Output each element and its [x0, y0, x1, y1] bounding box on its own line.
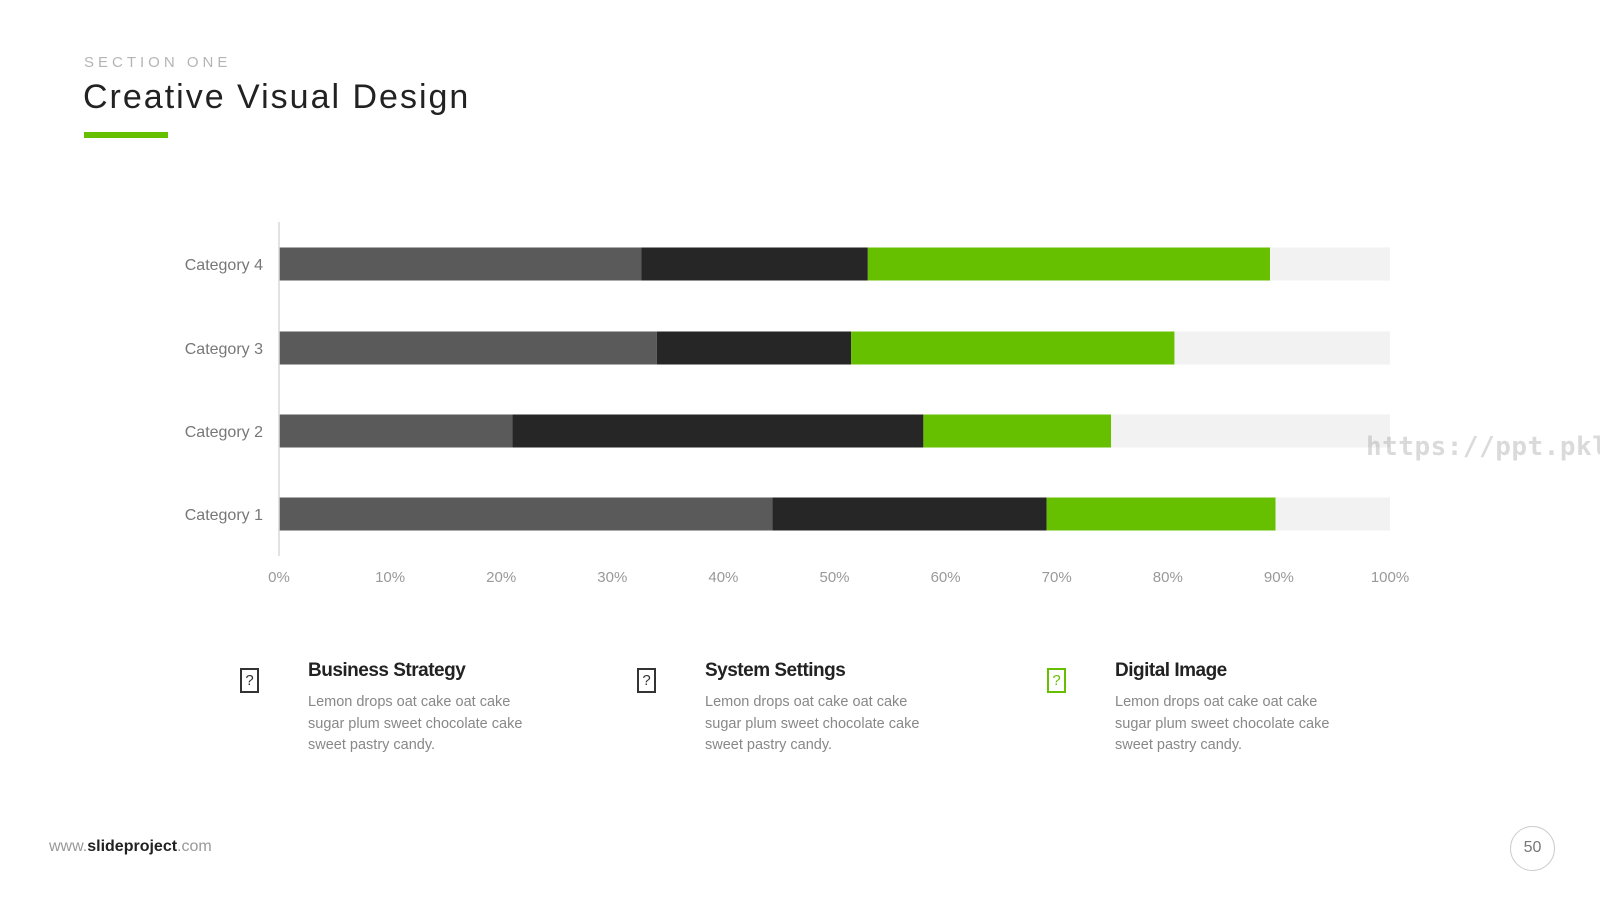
- question-doc-icon: ?: [240, 668, 259, 693]
- x-tick-label: 30%: [597, 569, 627, 586]
- bar-segment-4-4: [1270, 247, 1390, 281]
- footer-prefix: www.: [49, 838, 88, 855]
- category-labels: Category 1 Category 2 Category 3 Category 4: [185, 257, 263, 524]
- bar-segment-3-4: [1174, 331, 1390, 365]
- x-tick-label: 100%: [1371, 569, 1409, 586]
- feature-title: Digital Image: [1115, 660, 1227, 681]
- bar-segment-1-2: [772, 497, 1047, 531]
- bar-segment-2-4: [1111, 414, 1390, 448]
- x-tick-label: 90%: [1264, 569, 1294, 586]
- x-tick-label: 60%: [931, 569, 961, 586]
- category-label: Category 4: [185, 257, 263, 274]
- question-doc-icon: ?: [1047, 668, 1066, 693]
- category-label: Category 3: [185, 341, 263, 358]
- bar-segment-1-3: [1046, 497, 1276, 531]
- question-doc-icon: ?: [637, 668, 656, 693]
- page-title: Creative Visual Design: [83, 78, 471, 116]
- feature-description: Lemon drops oat cake oat cake sugar plum…: [1115, 694, 1330, 753]
- bar-segment-2-2: [512, 414, 924, 448]
- bar-segment-3-2: [656, 331, 852, 365]
- feature-description: Lemon drops oat cake oat cake sugar plum…: [705, 694, 920, 753]
- footer-brand: slideproject: [87, 838, 178, 855]
- section-kicker: SECTION ONE: [84, 54, 232, 71]
- bar-segment-4-2: [641, 247, 868, 281]
- bar-segment-1-1: [279, 497, 773, 531]
- watermark-text: https://ppt.pkll.de: [1366, 432, 1600, 462]
- bar-segment-3-3: [851, 331, 1175, 365]
- bar-segment-4-1: [279, 247, 642, 281]
- bar-segment-2-1: [279, 414, 513, 448]
- title-underline: [84, 132, 168, 138]
- stacked-bar-chart: Category 1 Category 2 Category 3 Category 4…: [185, 222, 1409, 586]
- category-label: Category 1: [185, 507, 263, 524]
- bar-segment-4-3: [867, 247, 1271, 281]
- feature-description: Lemon drops oat cake oat cake sugar plum…: [308, 694, 523, 753]
- footer-suffix: .com: [177, 838, 212, 855]
- x-tick-label: 0%: [268, 569, 290, 586]
- bar-segment-1-4: [1275, 497, 1390, 531]
- category-label: Category 2: [185, 424, 263, 441]
- bar-segment-3-1: [279, 331, 657, 365]
- x-tick-label: 70%: [1042, 569, 1072, 586]
- x-tick-label: 10%: [375, 569, 405, 586]
- bars: [279, 247, 1390, 531]
- x-tick-label: 80%: [1153, 569, 1183, 586]
- x-tick-labels: 0% 10% 20% 30% 40% 50% 60% 70% 80% 90% 100%: [268, 569, 1409, 586]
- feature-title: Business Strategy: [308, 660, 466, 681]
- feature-title: System Settings: [705, 660, 846, 681]
- x-tick-label: 20%: [486, 569, 516, 586]
- page-number: 50: [1510, 826, 1555, 871]
- footer-website[interactable]: www.slideproject.com: [49, 838, 212, 856]
- x-tick-label: 40%: [708, 569, 738, 586]
- x-tick-label: 50%: [819, 569, 849, 586]
- bar-segment-2-3: [923, 414, 1112, 448]
